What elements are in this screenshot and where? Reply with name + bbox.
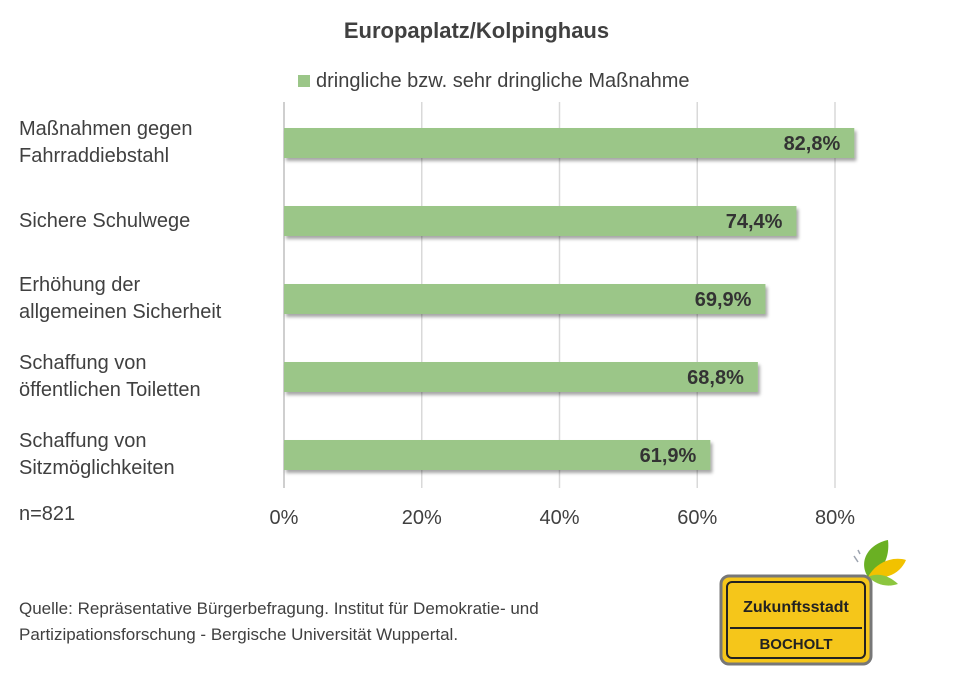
bar bbox=[284, 128, 855, 158]
bar bbox=[284, 362, 758, 392]
category-label: Maßnahmen gegen Fahrraddiebstahl bbox=[19, 116, 192, 170]
source-note: Quelle: Repräsentative Bürgerbefragung. … bbox=[19, 596, 539, 648]
data-label: 69,9% bbox=[695, 289, 752, 311]
data-label: 61,9% bbox=[640, 445, 697, 467]
source-line-2: Partizipationsforschung - Bergische Univ… bbox=[19, 625, 459, 644]
chart-title: Europaplatz/Kolpinghaus bbox=[343, 18, 610, 43]
category-label: Sichere Schulwege bbox=[19, 208, 190, 235]
data-label: 82,8% bbox=[784, 133, 841, 155]
zukunftsstadt-bocholt-logo: Zukunftsstadt BOCHOLT bbox=[719, 540, 906, 666]
category-label-line: Sitzmöglichkeiten bbox=[19, 457, 175, 479]
category-label-line: allgemeinen Sicherheit bbox=[19, 301, 222, 323]
x-tick-label: 60% bbox=[677, 507, 717, 529]
data-label: 68,8% bbox=[687, 367, 744, 389]
category-label-line: Maßnahmen gegen bbox=[19, 118, 193, 140]
category-label-line: Schaffung von bbox=[19, 430, 147, 452]
sample-size-label: n=821 bbox=[19, 503, 76, 525]
category-label: Schaffung von Sitzmöglichkeiten bbox=[19, 428, 175, 482]
x-tick-label: 80% bbox=[815, 507, 855, 529]
source-line-1: Quelle: Repräsentative Bürgerbefragung. … bbox=[19, 599, 539, 618]
bar bbox=[284, 206, 797, 236]
category-label: Erhöhung der allgemeinen Sicherheit bbox=[19, 272, 221, 326]
leaf-icon bbox=[853, 540, 906, 586]
legend-label: dringliche bzw. sehr dringliche Maßnahme bbox=[316, 69, 690, 92]
data-label: 74,4% bbox=[726, 211, 783, 233]
category-label-line: Sichere Schulwege bbox=[19, 209, 191, 232]
category-label-line: Fahrraddiebstahl bbox=[19, 145, 170, 167]
chart-legend: dringliche bzw. sehr dringliche Maßnahme bbox=[298, 68, 690, 94]
category-label-line: Schaffung von bbox=[19, 352, 147, 374]
logo-line-2: BOCHOLT bbox=[759, 636, 832, 653]
bar bbox=[284, 284, 766, 314]
x-tick-label: 0% bbox=[270, 507, 299, 529]
category-label: Schaffung von öffentlichen Toiletten bbox=[19, 350, 201, 404]
category-label-line: Erhöhung der bbox=[19, 274, 141, 296]
legend-swatch bbox=[298, 75, 310, 87]
category-label-line: öffentlichen Toiletten bbox=[19, 379, 201, 401]
logo-line-1: Zukunftsstadt bbox=[743, 599, 849, 616]
x-tick-label: 20% bbox=[402, 507, 442, 529]
x-tick-label: 40% bbox=[539, 507, 579, 529]
bar bbox=[284, 440, 711, 470]
